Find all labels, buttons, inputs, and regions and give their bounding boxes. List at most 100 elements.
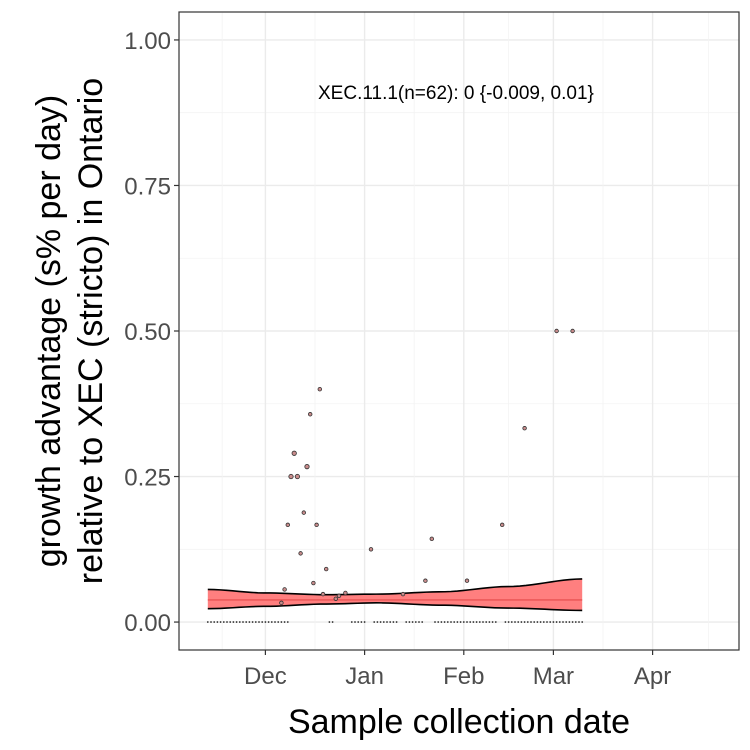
zero-point <box>395 621 398 623</box>
zero-point <box>555 621 558 623</box>
zero-points <box>206 621 584 623</box>
data-point <box>368 547 374 552</box>
data-point <box>324 566 329 572</box>
zero-point <box>437 621 440 623</box>
data-point <box>500 522 505 528</box>
zero-point <box>517 621 520 623</box>
zero-point <box>414 621 417 623</box>
y-axis-title: growth advantage (s% per day) <box>30 95 68 567</box>
zero-point <box>507 621 510 623</box>
data-point <box>423 578 428 583</box>
y-tick-label: 0.50 <box>124 319 171 346</box>
y-tick-label: 0.00 <box>124 610 171 637</box>
zero-point <box>232 621 235 623</box>
zero-point <box>549 621 552 623</box>
zero-point <box>213 621 216 623</box>
zero-point <box>462 621 465 623</box>
zero-point <box>238 621 241 623</box>
zero-point <box>206 621 209 623</box>
x-tick-label: Apr <box>634 663 671 690</box>
y-axis-title-line2: relative to XEC (stricto) in Ontario <box>72 78 110 584</box>
zero-point <box>466 621 468 623</box>
zero-point <box>530 621 532 623</box>
data-point <box>288 473 294 480</box>
zero-point <box>533 621 536 623</box>
zero-point <box>280 621 283 623</box>
zero-point <box>357 621 360 623</box>
zero-point <box>411 621 414 623</box>
zero-point <box>571 621 574 623</box>
data-point <box>317 387 322 392</box>
zero-point <box>261 621 264 623</box>
zero-point <box>277 621 280 623</box>
zero-point <box>434 621 436 623</box>
zero-point <box>482 621 484 623</box>
zero-point <box>216 621 219 623</box>
confidence-band-fill <box>207 578 583 611</box>
zero-point <box>350 621 353 623</box>
data-point <box>429 536 434 542</box>
zero-point <box>478 621 481 623</box>
data-point <box>522 426 527 431</box>
y-tick-label: 0.25 <box>124 465 171 492</box>
zero-point <box>578 621 580 623</box>
data-point <box>464 578 470 583</box>
zero-point <box>472 621 475 623</box>
zero-point <box>456 621 459 623</box>
zero-point <box>446 621 449 623</box>
data-point <box>336 593 342 599</box>
zero-point <box>568 621 571 623</box>
zero-point <box>229 621 232 623</box>
zero-point <box>405 621 408 623</box>
data-points <box>279 328 575 606</box>
data-point <box>298 551 303 556</box>
zero-point <box>408 621 411 623</box>
zero-point <box>581 621 584 623</box>
zero-point <box>222 621 225 623</box>
zero-point <box>421 621 424 623</box>
zero-point <box>242 621 244 623</box>
zero-point <box>386 621 388 623</box>
zero-point <box>523 621 526 623</box>
zero-point <box>491 621 494 623</box>
x-axis-title: Sample collection date <box>288 703 630 741</box>
zero-point <box>392 621 395 623</box>
zero-point <box>536 621 539 623</box>
data-point <box>333 596 338 601</box>
zero-point <box>469 621 472 623</box>
data-point <box>343 590 348 596</box>
data-point <box>570 328 575 334</box>
data-point <box>311 580 316 586</box>
zero-point <box>258 621 260 623</box>
upper-bound-line <box>207 578 583 596</box>
data-point <box>400 591 406 597</box>
zero-point <box>389 621 392 623</box>
zero-point <box>210 621 212 623</box>
zero-point <box>558 621 561 623</box>
zero-point <box>373 621 376 623</box>
data-point <box>308 412 313 417</box>
zero-point <box>552 621 555 623</box>
zero-point <box>475 621 478 623</box>
zero-point <box>520 621 523 623</box>
zero-point <box>328 621 331 623</box>
lower-bound-line <box>207 602 583 612</box>
zero-point <box>274 621 276 623</box>
data-point <box>285 522 290 528</box>
y-tick-label: 0.75 <box>124 173 171 200</box>
zero-point <box>504 621 507 623</box>
data-point <box>314 522 319 528</box>
x-tick-label: Dec <box>244 663 287 690</box>
zero-point <box>510 621 513 623</box>
zero-point <box>283 621 286 623</box>
data-point <box>554 328 559 334</box>
x-tick-label: Jan <box>345 663 384 690</box>
zero-point <box>254 621 257 623</box>
zero-point <box>459 621 462 623</box>
zero-point <box>235 621 238 623</box>
zero-point <box>219 621 222 623</box>
y-axis-ticks: 0.00 0.25 0.50 0.75 1.00 <box>124 28 179 637</box>
grid-lines <box>179 12 739 650</box>
zero-point <box>286 621 289 623</box>
